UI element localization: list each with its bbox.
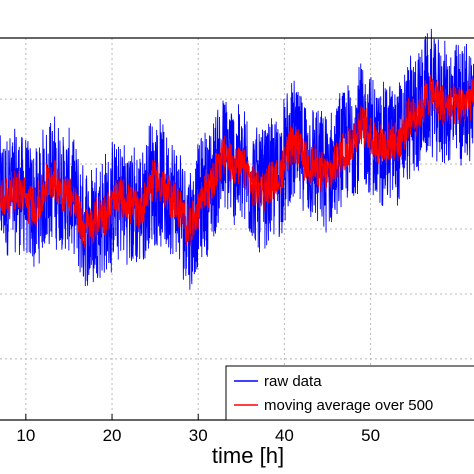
x-tick-label: 20 <box>103 426 122 445</box>
series-moving-average <box>0 74 474 249</box>
series-layer <box>0 28 474 290</box>
x-tick-label: 40 <box>275 426 294 445</box>
legend-label-raw-data: raw data <box>264 373 322 390</box>
legend-box <box>225 365 474 421</box>
x-axis-label: time [h] <box>212 443 284 468</box>
x-tick-label: 50 <box>361 426 380 445</box>
x-tick-label: 10 <box>16 426 35 445</box>
legend: raw data moving average over 500 <box>225 365 474 421</box>
x-axis-ticks: 10 20 30 40 50 <box>16 414 380 445</box>
legend-label-moving-average: moving average over 500 <box>264 397 433 414</box>
x-tick-label: 30 <box>189 426 208 445</box>
